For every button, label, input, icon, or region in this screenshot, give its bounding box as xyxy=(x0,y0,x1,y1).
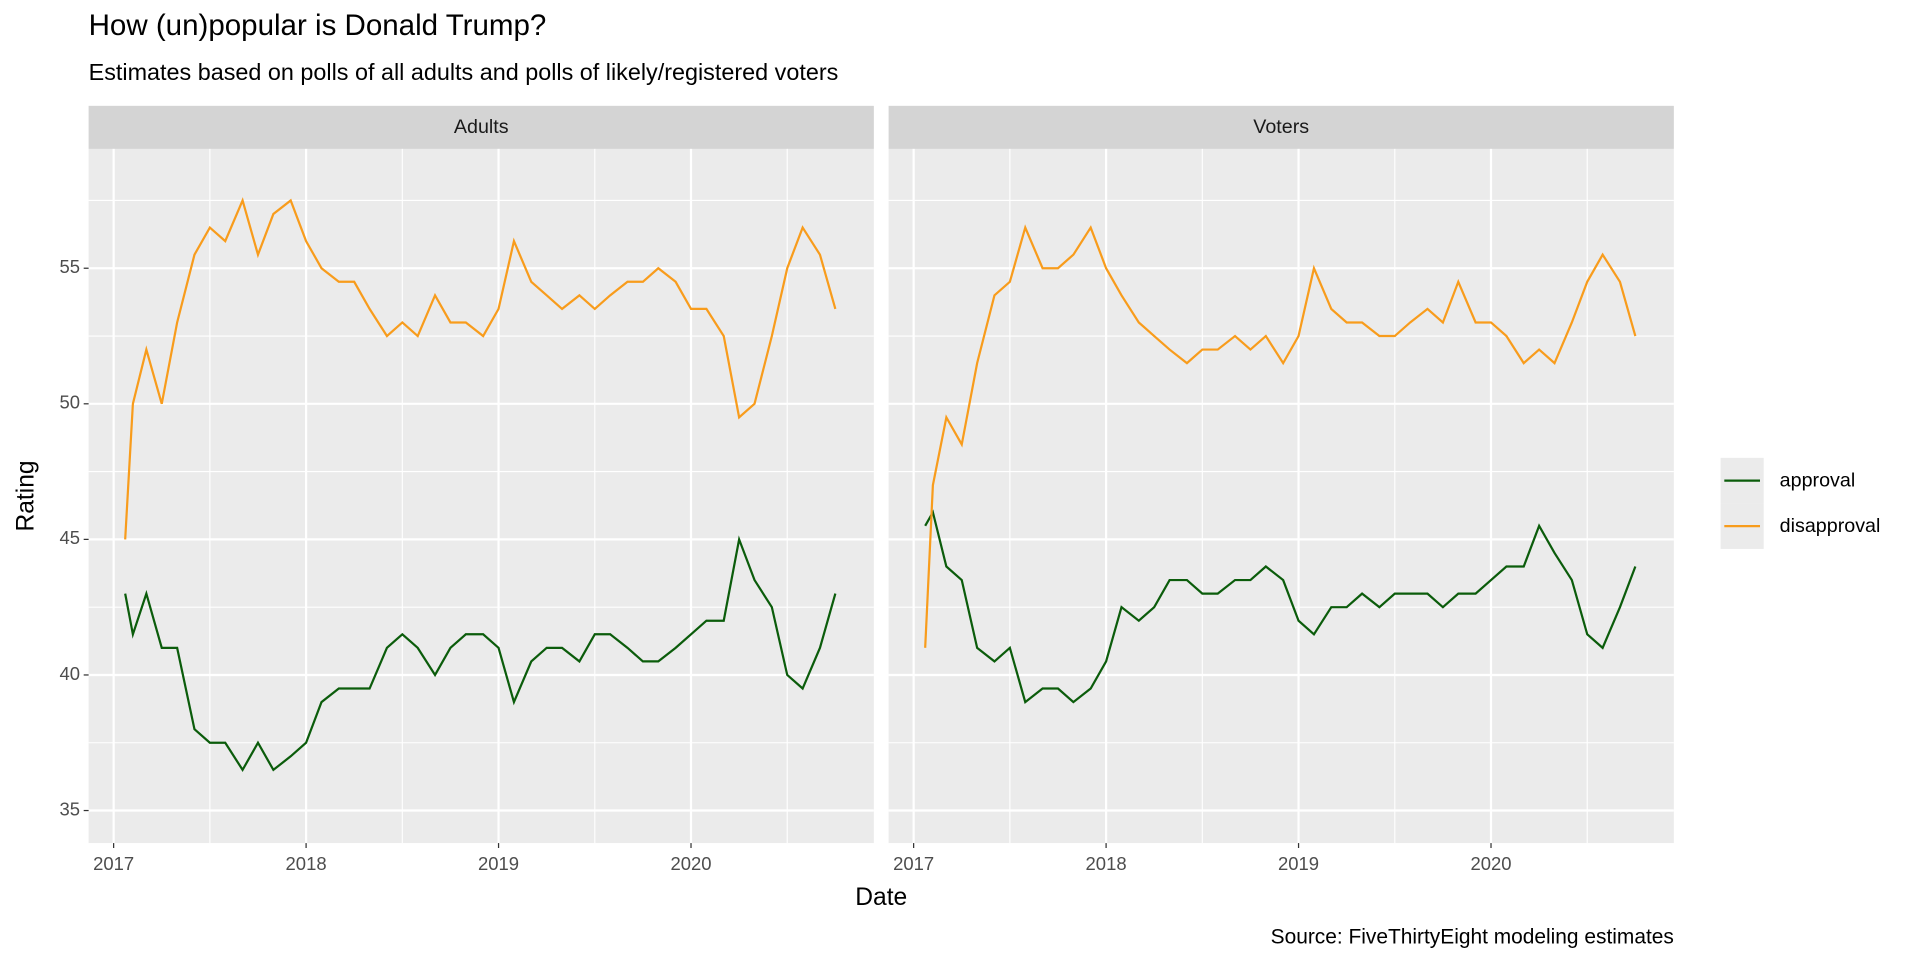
chart-subtitle: Estimates based on polls of all adults a… xyxy=(89,59,839,85)
x-tick-label: 2018 xyxy=(286,853,327,874)
data-line xyxy=(924,224,1637,648)
x-tick-label: 2020 xyxy=(670,853,711,874)
strip-label: Adults xyxy=(454,116,509,138)
x-tick-label: 2020 xyxy=(1470,853,1511,874)
x-tick-label: 2019 xyxy=(478,853,519,874)
strip xyxy=(88,105,874,149)
strip xyxy=(888,105,1674,149)
y-tick-label: 50 xyxy=(59,392,80,413)
data-line xyxy=(124,197,837,540)
x-tick-label: 2018 xyxy=(1086,853,1127,874)
y-tick-label: 35 xyxy=(59,798,80,819)
legend-label: disapproval xyxy=(1780,515,1881,537)
x-tick-label: 2017 xyxy=(893,853,934,874)
y-tick-label: 40 xyxy=(59,663,80,684)
panel-background xyxy=(888,148,1674,844)
x-tick-label: 2017 xyxy=(93,853,134,874)
strip-label: Voters xyxy=(1253,116,1309,138)
data-line xyxy=(124,535,837,773)
y-axis-label: Rating xyxy=(13,460,40,531)
source-note: Source: FiveThirtyEight modeling estimat… xyxy=(1271,925,1674,948)
panel-background xyxy=(88,148,874,844)
chart-title: How (un)popular is Donald Trump? xyxy=(89,9,547,42)
y-tick-label: 45 xyxy=(59,527,80,548)
data-line xyxy=(924,509,1637,704)
x-tick-label: 2019 xyxy=(1278,853,1319,874)
legend-label: approval xyxy=(1780,469,1856,491)
y-tick-label: 55 xyxy=(59,256,80,277)
x-axis-label: Date xyxy=(855,884,907,911)
